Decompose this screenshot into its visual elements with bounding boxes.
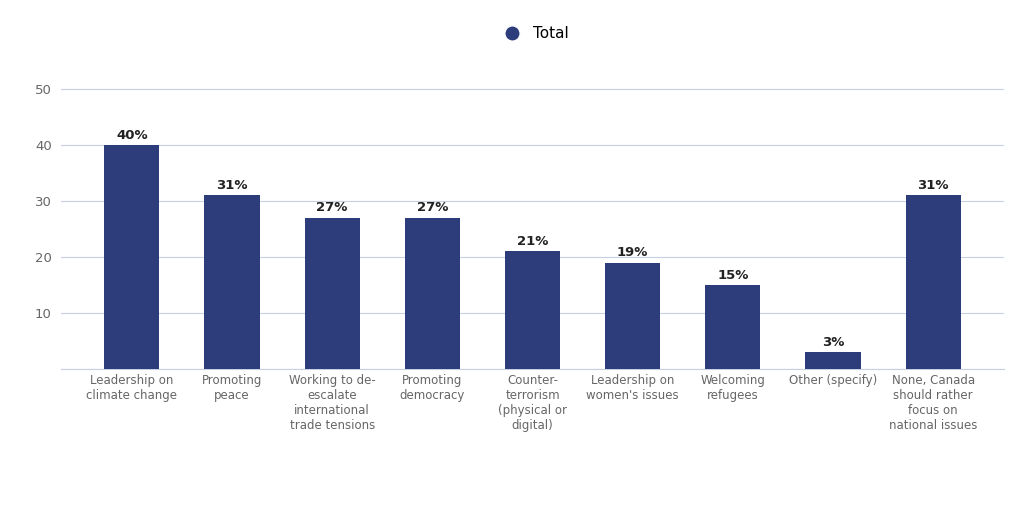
Bar (605, 263, 660, 369)
Text: 15%: 15% (717, 268, 749, 282)
Bar (706, 285, 761, 369)
Bar (404, 218, 460, 369)
Bar (806, 352, 860, 369)
Text: 3%: 3% (822, 335, 844, 349)
Bar (905, 196, 961, 369)
Bar (505, 251, 560, 369)
Text: 40%: 40% (116, 129, 147, 142)
Text: 31%: 31% (918, 179, 949, 192)
Text: 21%: 21% (517, 235, 548, 248)
Bar (304, 218, 359, 369)
Text: 27%: 27% (417, 202, 447, 215)
Legend: Total: Total (490, 20, 574, 47)
Text: 31%: 31% (216, 179, 248, 192)
Text: 19%: 19% (617, 246, 648, 259)
Bar (205, 196, 259, 369)
Text: 27%: 27% (316, 202, 348, 215)
Bar (104, 145, 160, 369)
